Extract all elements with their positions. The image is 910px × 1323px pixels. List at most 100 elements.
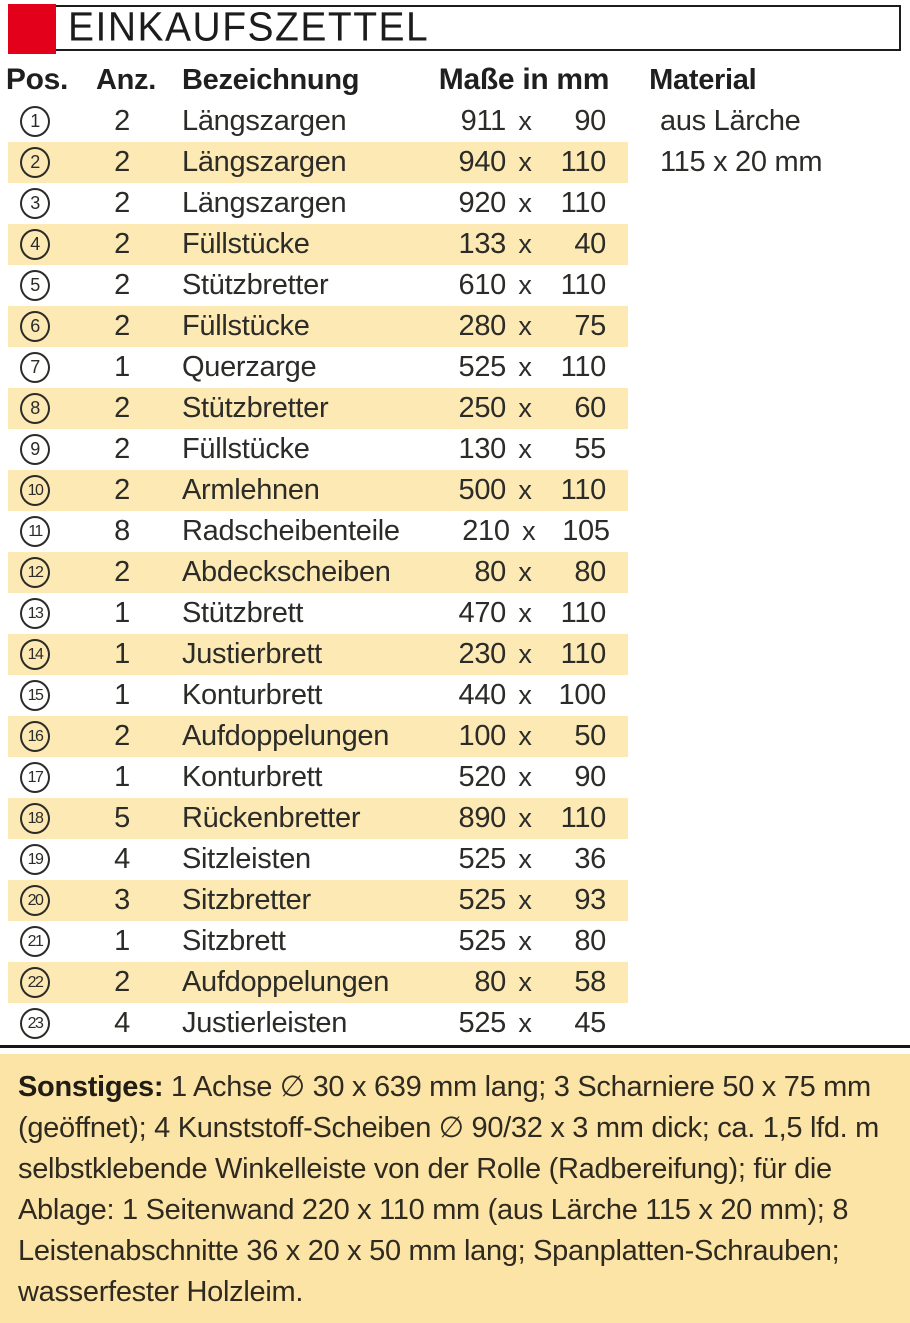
row-band: 2 2 Längszargen 940 x 110 [8, 142, 628, 183]
row-dim-x: x [518, 967, 532, 997]
row-dim-w: 80 [474, 966, 506, 998]
row-dim-w: 525 [458, 843, 507, 875]
table-row: 19 4 Sitzleisten 525 x 36 [0, 839, 910, 880]
row-pos-number: 3 [30, 193, 40, 213]
row-pos-number: 6 [30, 316, 40, 336]
row-dim-x: x [518, 680, 532, 710]
row-pos-number: 20 [27, 891, 44, 909]
row-band: 22 2 Aufdoppelungen 80 x 58 [8, 962, 628, 1003]
table-row: 5 2 Stützbretter 610 x 110 [0, 265, 910, 306]
pos-circle-badge: 5 [20, 270, 50, 301]
table-row: 10 2 Armlehnen 500 x 110 [0, 470, 910, 511]
row-band: 13 1 Stützbrett 470 x 110 [8, 593, 628, 634]
row-dim-w: 280 [458, 310, 507, 342]
row-pos-number: 1 [30, 111, 40, 131]
pos-circle-badge: 9 [20, 434, 50, 465]
row-name: Querzarge [182, 351, 317, 383]
row-dim-h: 75 [574, 310, 606, 342]
row-band: 14 1 Justierbrett 230 x 110 [8, 634, 628, 675]
row-pos-number: 4 [30, 234, 40, 254]
row-band: 10 2 Armlehnen 500 x 110 [8, 470, 628, 511]
row-pos-number: 16 [27, 727, 44, 745]
row-band: 4 2 Füllstücke 133 x 40 [8, 224, 628, 265]
row-dim-x: x [522, 516, 536, 546]
row-pos-number: 11 [28, 522, 43, 540]
row-qty: 5 [114, 802, 130, 834]
red-accent-square [8, 4, 56, 54]
row-dim-w: 130 [458, 433, 507, 465]
pos-circle-badge: 11 [20, 516, 50, 547]
row-pos: 9 [8, 434, 62, 465]
row-name: Rückenbretter [182, 802, 361, 834]
row-dim-h: 105 [562, 515, 610, 547]
row-band: 3 2 Längszargen 920 x 110 [8, 183, 628, 224]
row-pos: 13 [8, 598, 62, 629]
row-band: 16 2 Aufdoppelungen 100 x 50 [8, 716, 628, 757]
pos-circle-badge: 2 [20, 147, 50, 178]
row-dim-w: 500 [458, 474, 507, 506]
row-band: 12 2 Abdeckscheiben 80 x 80 [8, 552, 628, 593]
table-row: 7 1 Querzarge 525 x 110 [0, 347, 910, 388]
row-dim-w: 525 [458, 1007, 507, 1039]
row-dim-w: 525 [458, 884, 507, 916]
row-qty: 1 [114, 351, 130, 383]
row-dim-x: x [518, 557, 532, 587]
row-qty: 2 [114, 720, 130, 752]
notes-block: Sonstiges: 1 Achse ∅ 30 x 639 mm lang; 3… [0, 1054, 910, 1323]
row-dim-x: x [518, 926, 532, 956]
row-dim-w: 100 [458, 720, 507, 752]
row-dim-h: 55 [574, 433, 606, 465]
row-dim-w: 440 [458, 679, 507, 711]
table-row: 21 1 Sitzbrett 525 x 80 [0, 921, 910, 962]
row-band: 17 1 Konturbrett 520 x 90 [8, 757, 628, 798]
row-dim-x: x [518, 885, 532, 915]
row-pos-number: 15 [27, 686, 44, 704]
table-bottom-rule [0, 1045, 910, 1048]
row-name: Konturbrett [182, 679, 323, 711]
pos-circle-badge: 15 [20, 680, 50, 711]
row-qty: 1 [114, 761, 130, 793]
row-qty: 4 [114, 843, 130, 875]
row-pos-number: 2 [30, 152, 40, 172]
row-dim-x: x [518, 270, 532, 300]
pos-circle-badge: 20 [20, 885, 50, 916]
table-row: 22 2 Aufdoppelungen 80 x 58 [0, 962, 910, 1003]
pos-circle-badge: 10 [20, 475, 50, 506]
row-pos: 8 [8, 393, 62, 424]
row-name: Füllstücke [182, 228, 310, 260]
table-header-row: Pos. Anz. Bezeichnung Maße in mm Materia… [0, 59, 910, 101]
row-pos: 10 [8, 475, 62, 506]
row-name: Längszargen [182, 187, 347, 219]
row-dim-h: 50 [574, 720, 606, 752]
row-dim-w: 230 [458, 638, 507, 670]
row-dim-w: 920 [458, 187, 507, 219]
table-row: 16 2 Aufdoppelungen 100 x 50 [0, 716, 910, 757]
row-dim-h: 110 [560, 146, 607, 178]
row-pos: 6 [8, 311, 62, 342]
column-header-material: Material [649, 63, 757, 96]
row-pos-number: 14 [27, 645, 44, 663]
row-band: 21 1 Sitzbrett 525 x 80 [8, 921, 628, 962]
row-dim-x: x [518, 844, 532, 874]
pos-circle-badge: 7 [20, 352, 50, 383]
row-dim-h: 90 [574, 761, 606, 793]
row-pos-number: 19 [27, 850, 44, 868]
row-pos-number: 10 [27, 481, 44, 499]
pos-circle-badge: 18 [20, 803, 50, 834]
row-pos: 12 [8, 557, 62, 588]
row-dim-w: 610 [458, 269, 507, 301]
row-name: Stützbretter [182, 392, 329, 424]
row-dim-w: 133 [458, 228, 507, 260]
row-dim-x: x [518, 147, 532, 177]
row-pos: 16 [8, 721, 62, 752]
row-pos: 2 [8, 147, 62, 178]
table-row: 13 1 Stützbrett 470 x 110 [0, 593, 910, 634]
pos-circle-badge: 14 [20, 639, 50, 670]
row-dim-h: 110 [560, 351, 607, 383]
row-pos: 23 [8, 1008, 62, 1039]
row-dim-x: x [518, 803, 532, 833]
row-dim-h: 110 [560, 269, 607, 301]
row-dim-x: x [518, 598, 532, 628]
page-title: EINKAUFSZETTEL [68, 4, 430, 51]
row-dim-h: 60 [574, 392, 606, 424]
